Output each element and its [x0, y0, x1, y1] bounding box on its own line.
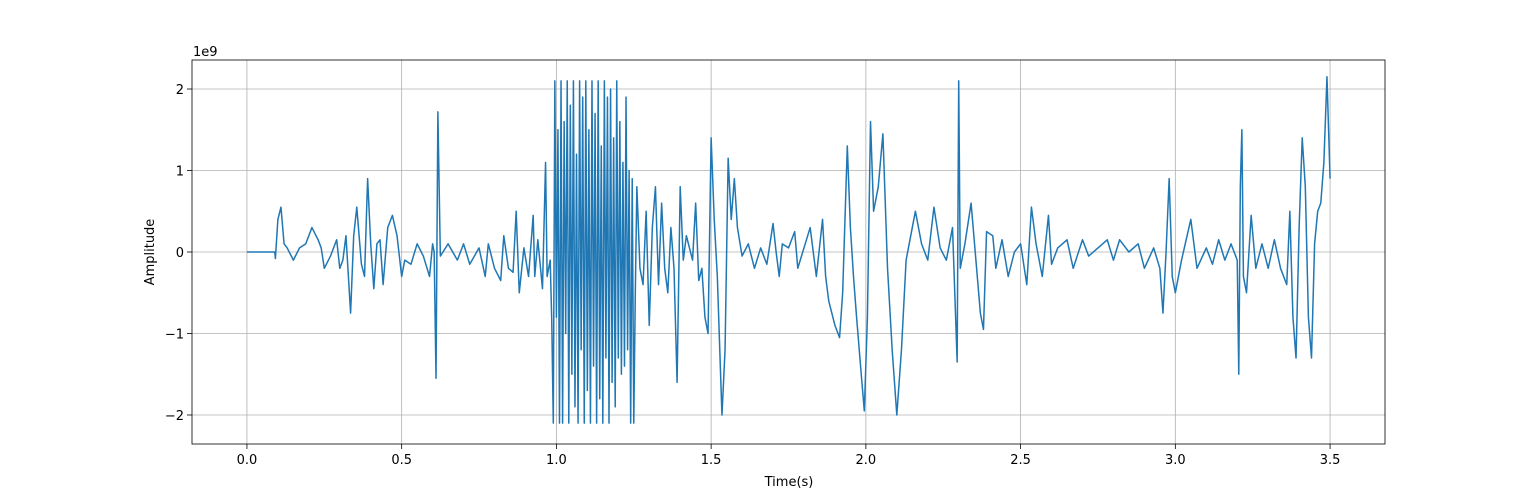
plot-frame: [191, 59, 1386, 445]
x-tick-label: 1.5: [701, 453, 722, 468]
x-tick-label: 0.0: [237, 453, 258, 468]
y-tick-label: 2: [176, 83, 184, 98]
x-tick-label: 2.5: [1010, 453, 1031, 468]
x-tick-label: 1.0: [546, 453, 567, 468]
x-tick-label: 0.5: [391, 453, 412, 468]
x-tick-label: 3.5: [1320, 453, 1341, 468]
waveform-line: [246, 76, 1331, 424]
x-axis-label: Time(s): [764, 475, 814, 490]
y-tick-label: −2: [165, 409, 184, 424]
y-tick-label: −1: [165, 327, 184, 342]
y-tick-label: 1: [176, 165, 184, 180]
x-tick-label: 3.0: [1165, 453, 1186, 468]
y-axis-label: Amplitude: [143, 219, 158, 286]
y-offset-label: 1e9: [193, 45, 218, 60]
x-tick-label: 2.0: [856, 453, 877, 468]
y-tick-label: 0: [176, 246, 184, 261]
